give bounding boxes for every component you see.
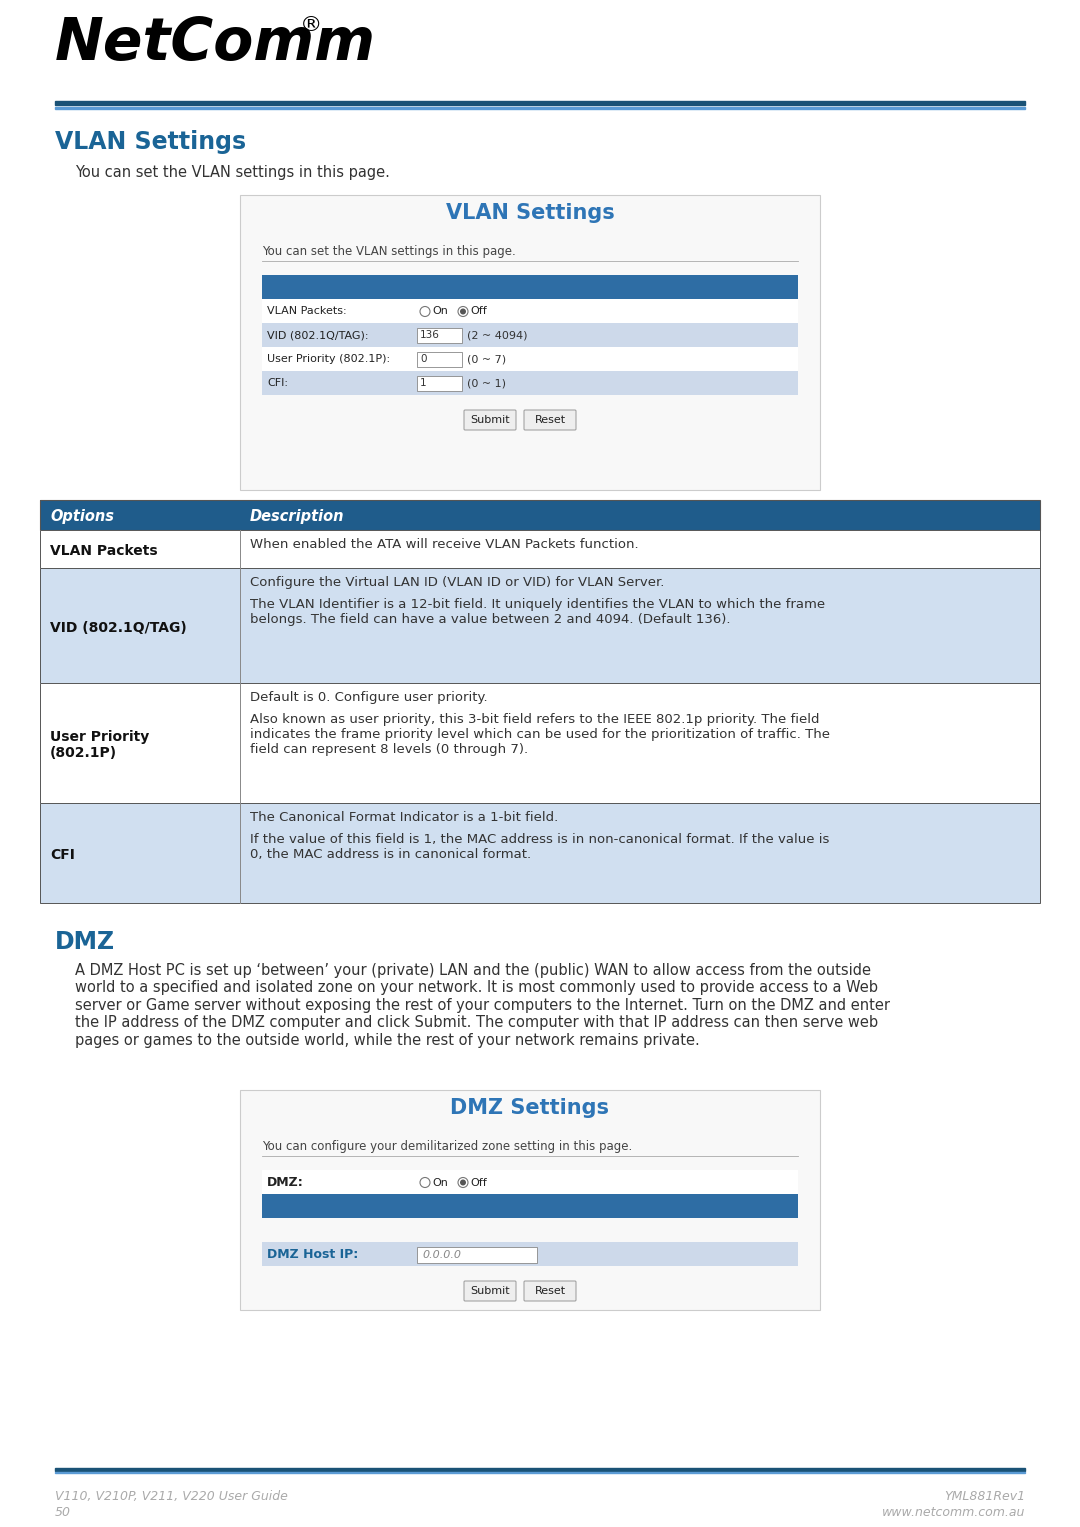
Text: YML881Rev1: YML881Rev1 (944, 1490, 1025, 1503)
Bar (40, 683, 1040, 803)
Circle shape (460, 1179, 465, 1185)
Text: You can set the VLAN settings in this page.: You can set the VLAN settings in this pa… (262, 244, 516, 258)
Bar (40, 568, 1040, 683)
Text: Submit: Submit (470, 415, 510, 425)
Bar (262, 347, 798, 371)
Bar (417, 353, 462, 366)
Text: DMZ: DMZ (55, 930, 116, 954)
Bar (40, 499, 1040, 530)
Bar (240, 1090, 820, 1310)
Text: On: On (432, 1177, 448, 1188)
Text: DMZ Settings: DMZ Settings (450, 1098, 609, 1118)
Text: If the value of this field is 1, the MAC address is in non-canonical format. If : If the value of this field is 1, the MAC… (249, 834, 829, 861)
Text: VLAN Settings: VLAN Settings (55, 130, 246, 154)
Text: A DMZ Host PC is set up ‘between’ your (private) LAN and the (public) WAN to all: A DMZ Host PC is set up ‘between’ your (… (75, 964, 890, 1048)
Text: Configure the Virtual LAN ID (VLAN ID or VID) for VLAN Server.: Configure the Virtual LAN ID (VLAN ID or… (249, 576, 664, 589)
Text: Reset: Reset (535, 415, 566, 425)
Circle shape (460, 308, 465, 315)
Bar (417, 376, 462, 391)
Text: ®: ® (300, 15, 322, 35)
Text: When enabled the ATA will receive VLAN Packets function.: When enabled the ATA will receive VLAN P… (249, 538, 638, 551)
Bar (262, 275, 798, 299)
FancyBboxPatch shape (524, 1281, 576, 1301)
Text: (0 ~ 7): (0 ~ 7) (467, 354, 507, 365)
Bar (40, 530, 1040, 568)
Text: Also known as user priority, this 3-bit field refers to the IEEE 802.1p priority: Also known as user priority, this 3-bit … (249, 713, 831, 756)
Text: On: On (432, 307, 448, 316)
Text: The VLAN Identifier is a 12-bit field. It uniquely identifies the VLAN to which : The VLAN Identifier is a 12-bit field. I… (249, 599, 825, 626)
Bar (40, 530, 1040, 568)
Bar (55, 1467, 1025, 1471)
Text: VLAN Packets: VLAN Packets (50, 544, 158, 557)
Bar (40, 499, 1040, 530)
Text: VLAN Settings: VLAN Settings (446, 203, 615, 223)
Text: VID (802.1Q/TAG): VID (802.1Q/TAG) (50, 620, 187, 635)
Bar (417, 1246, 537, 1263)
FancyBboxPatch shape (524, 411, 576, 431)
Text: DMZ Host IP:: DMZ Host IP: (267, 1248, 359, 1261)
Text: VLAN Packets:: VLAN Packets: (267, 307, 347, 316)
Text: NetComm: NetComm (55, 15, 376, 72)
Bar (40, 568, 1040, 683)
Text: (2 ~ 4094): (2 ~ 4094) (467, 330, 527, 341)
Text: User Priority
(802.1P): User Priority (802.1P) (50, 730, 149, 760)
Text: You can configure your demilitarized zone setting in this page.: You can configure your demilitarized zon… (262, 1141, 632, 1153)
Text: Reset: Reset (535, 1286, 566, 1296)
Text: 0.0.0.0: 0.0.0.0 (422, 1249, 461, 1260)
Text: CFI: CFI (50, 847, 75, 863)
Bar (262, 1194, 798, 1219)
Bar (40, 683, 1040, 803)
Text: You can set the VLAN settings in this page.: You can set the VLAN settings in this pa… (75, 165, 390, 180)
Text: Submit: Submit (470, 1286, 510, 1296)
Bar (417, 328, 462, 344)
Text: V110, V210P, V211, V220 User Guide: V110, V210P, V211, V220 User Guide (55, 1490, 288, 1503)
Text: 136: 136 (420, 330, 440, 341)
Text: Description: Description (249, 508, 345, 524)
Text: (0 ~ 1): (0 ~ 1) (467, 379, 507, 388)
Text: VID (802.1Q/TAG):: VID (802.1Q/TAG): (267, 330, 368, 341)
Text: Default is 0. Configure user priority.: Default is 0. Configure user priority. (249, 692, 488, 704)
Bar (240, 195, 820, 490)
Bar (55, 107, 1025, 108)
Text: 1: 1 (420, 379, 427, 388)
Bar (262, 299, 798, 324)
Bar (262, 1170, 798, 1194)
Bar (262, 1241, 798, 1266)
Bar (40, 803, 1040, 902)
Text: User Priority (802.1P):: User Priority (802.1P): (267, 354, 390, 365)
Text: DMZ:: DMZ: (267, 1176, 303, 1190)
Text: 0: 0 (420, 354, 427, 365)
Text: Off: Off (470, 307, 487, 316)
Bar (262, 324, 798, 347)
Text: 50: 50 (55, 1506, 71, 1519)
FancyBboxPatch shape (464, 411, 516, 431)
Bar (55, 101, 1025, 105)
Bar (40, 803, 1040, 902)
Text: www.netcomm.com.au: www.netcomm.com.au (881, 1506, 1025, 1519)
FancyBboxPatch shape (464, 1281, 516, 1301)
Text: The Canonical Format Indicator is a 1-bit field.: The Canonical Format Indicator is a 1-bi… (249, 811, 558, 825)
Bar (262, 371, 798, 395)
Text: Options: Options (50, 508, 114, 524)
Text: CFI:: CFI: (267, 379, 288, 388)
Text: Off: Off (470, 1177, 487, 1188)
